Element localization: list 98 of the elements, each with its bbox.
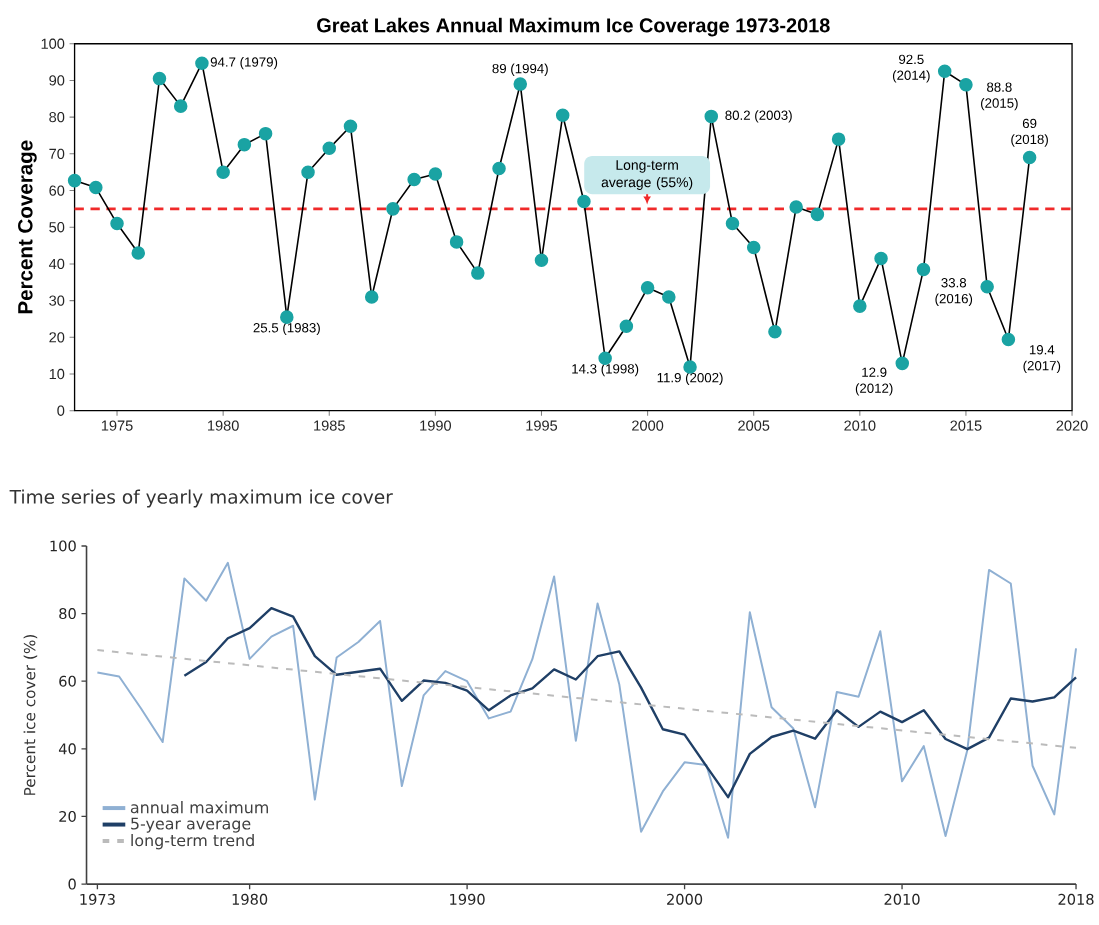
point [386, 202, 400, 216]
data-label: 33.8 (2016) [935, 278, 973, 306]
point [322, 141, 337, 156]
x-tick-label: 2015 [950, 420, 982, 431]
point [789, 200, 803, 214]
line-series [183, 607, 1078, 799]
legend-label: long-term trend [131, 834, 254, 850]
y-tick-label: 20 [49, 332, 65, 343]
point [937, 64, 952, 79]
legend-label: 5-year average [131, 817, 251, 833]
data-label: 11.9 (2002) [657, 372, 723, 386]
point [619, 319, 634, 334]
point [916, 262, 931, 277]
point [173, 99, 188, 113]
y-axis-title: Percent ice cover (%) [23, 635, 38, 795]
point [195, 56, 209, 71]
point [216, 165, 230, 180]
y-tick-label: 100 [50, 540, 76, 552]
y-tick-label: 60 [49, 185, 65, 196]
point [407, 172, 421, 187]
data-label: 94.7 (1979) [210, 57, 278, 70]
point [980, 279, 994, 294]
y-tick-label: 90 [49, 75, 65, 86]
x-tick-label: 2010 [844, 420, 876, 431]
y-tick-label: 80 [49, 112, 65, 123]
point [768, 325, 782, 339]
ref-line-label: Long-term average (55%) [601, 160, 693, 191]
point [1022, 150, 1037, 165]
x-tick-label: 1990 [450, 893, 485, 905]
point [110, 216, 124, 231]
x-tick-label: 1980 [208, 420, 239, 431]
data-label: 89 (1994) [492, 63, 548, 76]
y-tick-label: 30 [49, 295, 65, 306]
point [810, 207, 825, 222]
x-tick-label: 2000 [632, 420, 664, 431]
point [364, 290, 379, 304]
point [449, 235, 464, 249]
x-tick-label: 1985 [314, 420, 345, 431]
point [725, 216, 740, 231]
chart-title: Great Lakes Annual Maximum Ice Coverage 1973-2018 [317, 17, 830, 37]
point [492, 161, 506, 176]
point [746, 240, 761, 255]
y-tick-label: 40 [48, 258, 65, 270]
y-tick-label: 0 [57, 405, 65, 416]
data-label: 80.2 (2003) [725, 110, 792, 123]
y-tick-label: 20 [59, 811, 76, 823]
x-tick-label: 2020 [1056, 420, 1088, 431]
point [662, 290, 676, 304]
point [152, 71, 167, 86]
x-tick-label: 1973 [80, 893, 115, 905]
y-tick-label: 100 [41, 38, 65, 49]
point [89, 180, 103, 195]
point [471, 266, 485, 280]
point [853, 299, 867, 313]
point [704, 109, 719, 124]
legend-label: annual maximum [130, 801, 268, 814]
y-tick-label: 80 [59, 608, 76, 620]
point [428, 167, 443, 181]
data-label: 92.5 (2014) [892, 54, 930, 83]
y-tick-label: 60 [59, 675, 76, 687]
point [640, 281, 655, 295]
point [513, 77, 528, 91]
point [895, 356, 910, 371]
point [301, 165, 315, 180]
x-tick-label: 2010 [884, 893, 920, 905]
point [131, 246, 146, 260]
y-tick-label: 40 [58, 743, 76, 755]
data-label: 14.3 (1998) [572, 363, 639, 377]
point [343, 119, 358, 134]
point [1001, 332, 1016, 347]
data-label: 25.5 (1983) [253, 322, 320, 336]
x-tick-label: 2018 [1058, 893, 1094, 905]
x-tick-label: 1995 [526, 420, 558, 431]
data-label: 88.8 (2015) [981, 82, 1018, 111]
y-tick-label: 70 [49, 148, 65, 160]
y-axis-title: Percent Coverage [18, 140, 37, 314]
x-tick-label: 1990 [420, 420, 451, 431]
point [555, 108, 570, 123]
x-tick-label: 1975 [101, 420, 133, 431]
data-label: 12.9 (2012) [855, 367, 893, 396]
data-label: 69 (2018) [1011, 118, 1048, 147]
point [831, 132, 846, 146]
x-tick-label: 2000 [667, 893, 703, 905]
point [534, 253, 549, 268]
point [577, 194, 591, 209]
point [237, 137, 252, 152]
y-tick-label: 0 [68, 878, 76, 890]
chart-title: Time series of yearly maximum ice cover [9, 489, 393, 508]
x-tick-label: 1980 [232, 893, 268, 905]
y-tick-label: 50 [49, 222, 65, 233]
point [67, 173, 82, 188]
point [258, 126, 273, 141]
point [280, 310, 294, 324]
data-label: 19.4 (2017) [1023, 345, 1061, 374]
point [874, 251, 888, 266]
y-tick-label: 10 [49, 368, 65, 380]
x-tick-label: 2005 [738, 420, 770, 431]
point [959, 78, 973, 92]
